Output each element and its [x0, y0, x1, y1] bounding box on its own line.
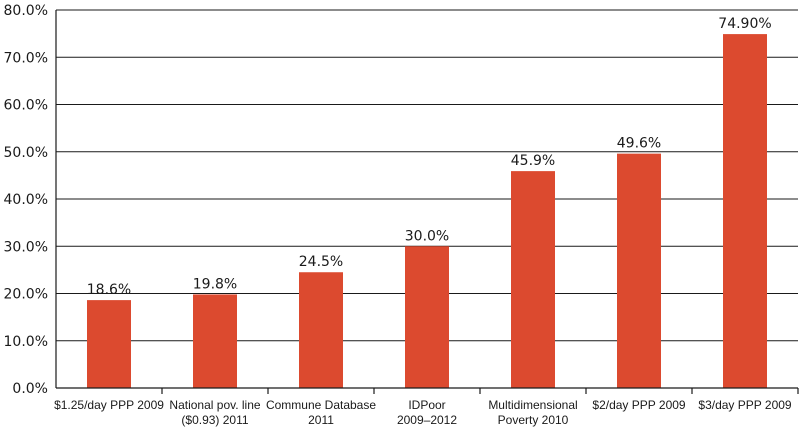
x-category-label: Commune Database — [266, 398, 376, 412]
y-tick-label: 20.0% — [4, 287, 48, 303]
bar-value-label: 49.6% — [617, 136, 661, 152]
y-tick-label: 50.0% — [4, 145, 48, 161]
x-category-label: National pov. line — [169, 398, 260, 412]
bars — [87, 34, 767, 388]
x-category-label: $3/day PPP 2009 — [698, 398, 792, 412]
x-category-label: Poverty 2010 — [498, 413, 569, 427]
bar — [723, 34, 767, 388]
bar — [299, 272, 343, 388]
bar — [617, 153, 661, 388]
bar — [193, 294, 237, 388]
y-tick-label: 70.0% — [4, 50, 48, 66]
x-category-label: 2011 — [308, 413, 334, 427]
bar — [87, 300, 131, 388]
x-category-label: IDPoor — [408, 398, 445, 412]
x-category-label: $2/day PPP 2009 — [592, 398, 686, 412]
bar-value-label: 18.6% — [87, 282, 131, 298]
bar-value-labels: 18.6% 19.8% 24.5% 30.0% 45.9% 49.6% 74.90% — [87, 16, 772, 298]
bar — [511, 171, 555, 388]
x-category-label: 2009–2012 — [397, 413, 457, 427]
bar-value-label: 24.5% — [299, 254, 343, 270]
bar-value-label: 19.8% — [193, 276, 237, 292]
y-tick-label: 30.0% — [4, 239, 48, 255]
x-category-label: $1.25/day PPP 2009 — [54, 398, 164, 412]
y-axis-tick-labels: 0.0% 10.0% 20.0% 30.0% 40.0% 50.0% 60.0% 70.0% 8… — [4, 3, 48, 397]
bar — [405, 246, 449, 388]
bar-value-label: 74.90% — [718, 16, 771, 32]
y-tick-label: 40.0% — [4, 192, 48, 208]
bar-value-label: 30.0% — [405, 228, 449, 244]
x-category-label: ($0.93) 2011 — [181, 413, 248, 427]
x-category-label: Multidimensional — [488, 398, 577, 412]
y-tick-label: 80.0% — [4, 3, 48, 19]
y-tick-label: 10.0% — [4, 334, 48, 350]
y-tick-label: 0.0% — [12, 381, 48, 397]
y-tick-label: 60.0% — [4, 98, 48, 114]
bar-value-label: 45.9% — [511, 153, 555, 169]
x-axis — [55, 10, 799, 394]
x-axis-category-labels: $1.25/day PPP 2009 National pov. line($0.… — [54, 398, 792, 427]
